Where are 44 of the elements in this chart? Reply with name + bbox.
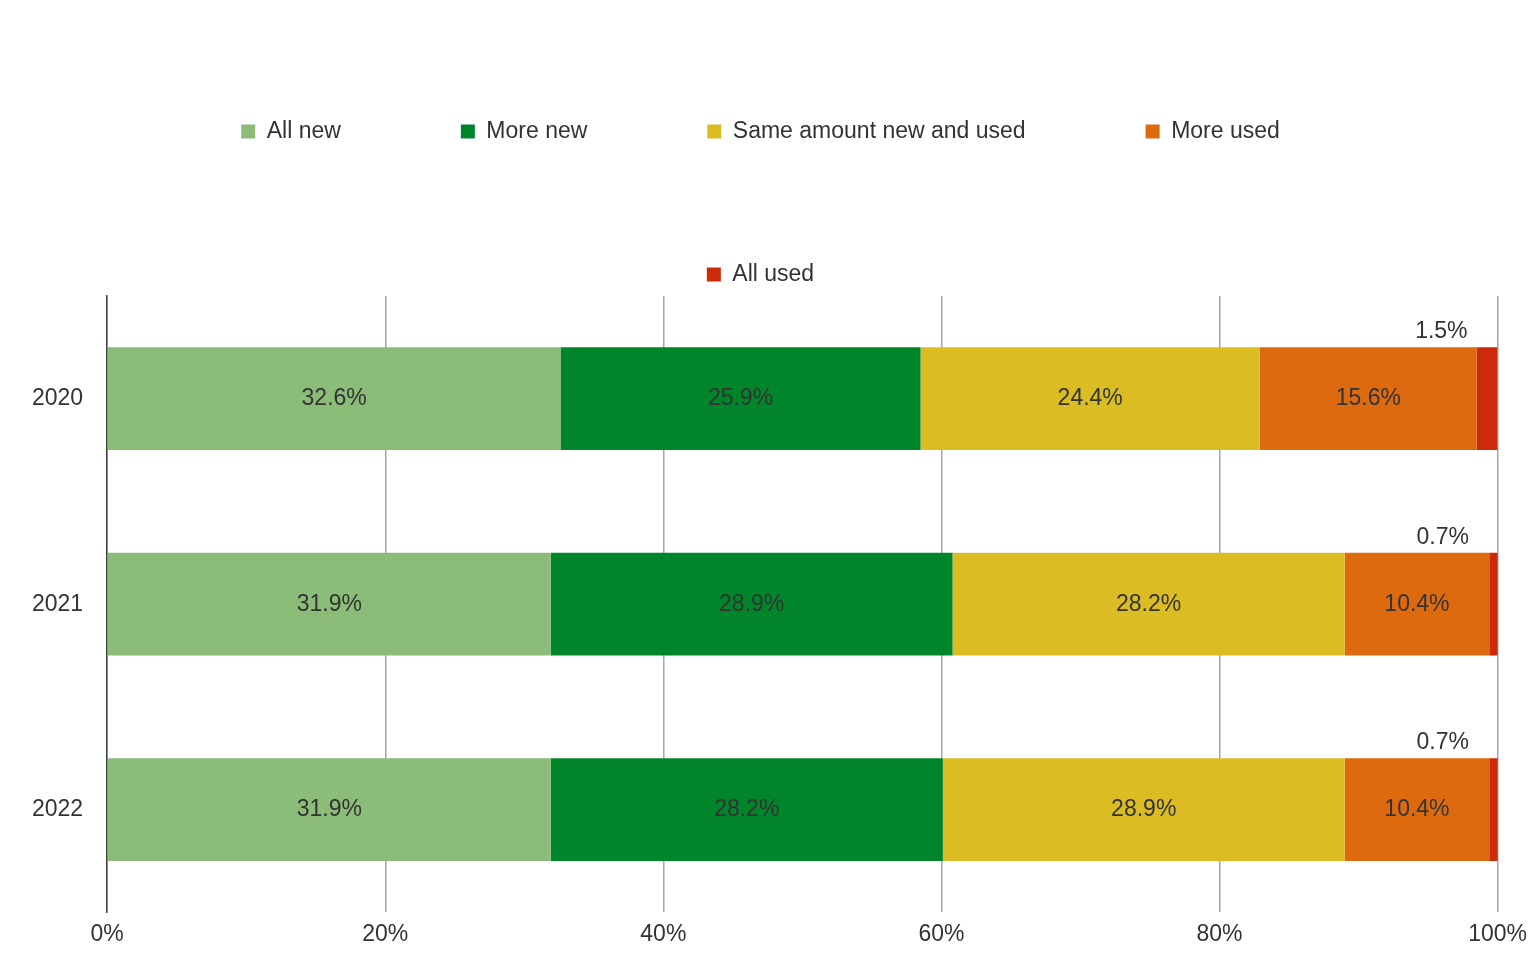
data-label: 1.5%	[1415, 317, 1468, 344]
bar	[952, 552, 1345, 656]
data-label: 28.9%	[1111, 795, 1177, 822]
y-tick-label: 2021	[31, 589, 84, 616]
bar	[550, 552, 953, 656]
x-tick-label: 0%	[90, 919, 124, 946]
data-label: 15.6%	[1335, 384, 1401, 411]
x-tick-label: 20%	[362, 919, 409, 946]
x-tick-label: 100%	[1468, 919, 1527, 946]
y-tick-label: 2022	[31, 795, 84, 822]
bar	[107, 758, 551, 862]
legend-label: All new	[266, 116, 342, 143]
data-label: 10.4%	[1384, 795, 1450, 822]
bar	[107, 552, 551, 656]
data-label: 28.9%	[719, 589, 785, 616]
bar	[550, 758, 943, 862]
bar	[1489, 552, 1498, 656]
data-label: 28.2%	[1115, 589, 1182, 616]
y-tick-label: 2020	[31, 384, 84, 411]
data-label: 0.7%	[1416, 728, 1469, 755]
x-tick-label: 40%	[640, 919, 687, 946]
data-label: 31.9%	[296, 589, 362, 616]
bar	[942, 758, 1345, 862]
x-tick-label: 80%	[1196, 919, 1243, 946]
legend-label: More used	[1171, 116, 1280, 143]
data-label: 25.9%	[707, 384, 774, 411]
bar	[1259, 347, 1477, 451]
data-label: 32.6%	[301, 384, 367, 411]
bar	[1344, 552, 1490, 656]
legend-label: Same amount new and used	[732, 116, 1026, 143]
x-tick-label: 60%	[918, 919, 965, 946]
bar	[1344, 758, 1490, 862]
data-label: 0.7%	[1416, 522, 1469, 549]
bar	[1476, 347, 1498, 451]
legend-label: More new	[486, 116, 588, 143]
bar	[107, 347, 561, 451]
data-label: 31.9%	[296, 795, 362, 822]
bar	[920, 347, 1260, 451]
bar	[1489, 758, 1498, 862]
legend-label: All used	[732, 259, 815, 286]
data-label: 28.2%	[714, 795, 780, 822]
data-label: 10.4%	[1384, 589, 1450, 616]
bar	[560, 347, 921, 451]
data-label: 24.4%	[1057, 384, 1123, 411]
